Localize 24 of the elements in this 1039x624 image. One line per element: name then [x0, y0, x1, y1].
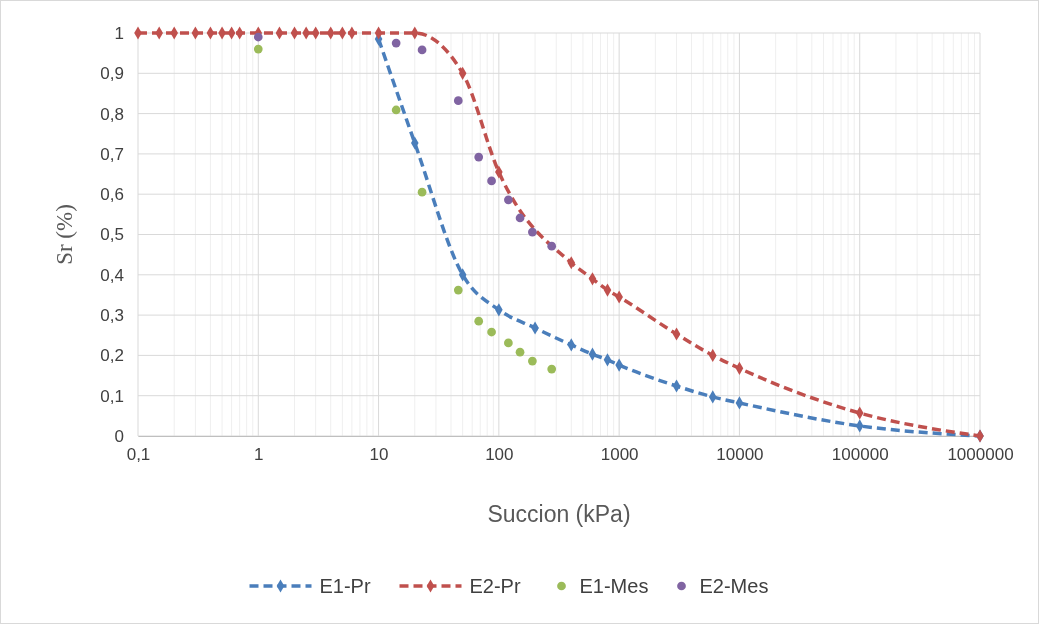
y-tick-label: 0,7	[100, 144, 124, 164]
x-tick-label: 10	[369, 445, 389, 465]
y-tick-label: 0,5	[100, 225, 124, 245]
legend-label: E1-Mes	[579, 575, 649, 597]
y-tick-label: 0,9	[100, 64, 124, 84]
y-tick-label: 0,6	[100, 185, 124, 205]
x-tick-label: 100000	[831, 445, 889, 465]
y-tick-label: 0,1	[100, 386, 124, 406]
y-tick-label: 0	[114, 426, 124, 446]
y-axis-title: Sr (%)	[52, 204, 77, 265]
x-tick-label: 1	[254, 445, 264, 465]
y-tick-label: 0,4	[100, 265, 124, 285]
legend-label: E1-Pr	[319, 575, 371, 597]
y-tick-label: 0,8	[100, 104, 124, 124]
x-tick-label: 10000	[716, 445, 764, 465]
y-tick-label: 0,2	[100, 346, 124, 366]
x-tick-label: 1000	[600, 445, 639, 465]
legend-label: E2-Mes	[699, 575, 769, 597]
x-tick-label: 100	[485, 445, 514, 465]
x-tick-label: 1000000	[947, 445, 1014, 465]
y-tick-label: 1	[114, 23, 124, 43]
legend-label: E2-Pr	[469, 575, 521, 597]
x-axis-title: Succion (kPa)	[487, 501, 631, 527]
y-tick-label: 0,3	[100, 306, 124, 326]
